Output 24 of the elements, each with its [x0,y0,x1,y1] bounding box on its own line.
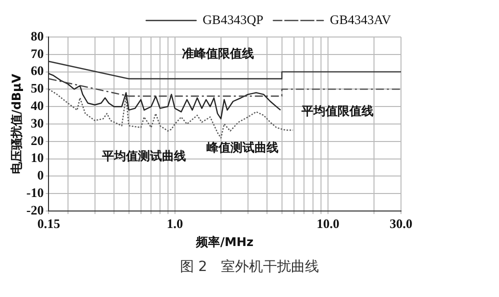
y-tick-label: 30 [30,115,44,130]
x-tick-label: 1.0 [166,216,183,232]
annotation: 平均值测试曲线 [100,149,186,164]
y-tick-label: -10 [26,184,44,200]
annotation: 峰值测试曲线 [206,140,278,154]
x-tick-label: 10.0 [316,216,340,232]
y-tick-label: -20 [26,202,44,218]
y-tick-label: 50 [30,80,44,96]
y-axis-title: 电压骚扰值/dBμV [9,73,24,174]
y-tick-label: 70 [30,46,44,61]
y-tick-label: 40 [30,98,44,113]
legend-label: GB4343QP [202,12,264,27]
y-tick-label: 60 [30,63,44,78]
x-axis-title: 频率/MHz [195,234,254,249]
legend-label: GB4343AV [330,12,392,27]
y-tick-label: 80 [30,28,44,44]
x-tick-label: 30.0 [390,216,412,232]
caption: 图 2 室外机干扰曲线 [178,258,320,276]
y-tick-label: 0 [37,168,44,183]
y-tick-label: 20 [30,132,44,148]
annotation: 准峰值限值线 [182,46,254,61]
y-tick-label: 10 [30,150,44,166]
x-tick-label: 0.15 [37,216,61,232]
annotation: 平均值限值线 [300,104,374,118]
